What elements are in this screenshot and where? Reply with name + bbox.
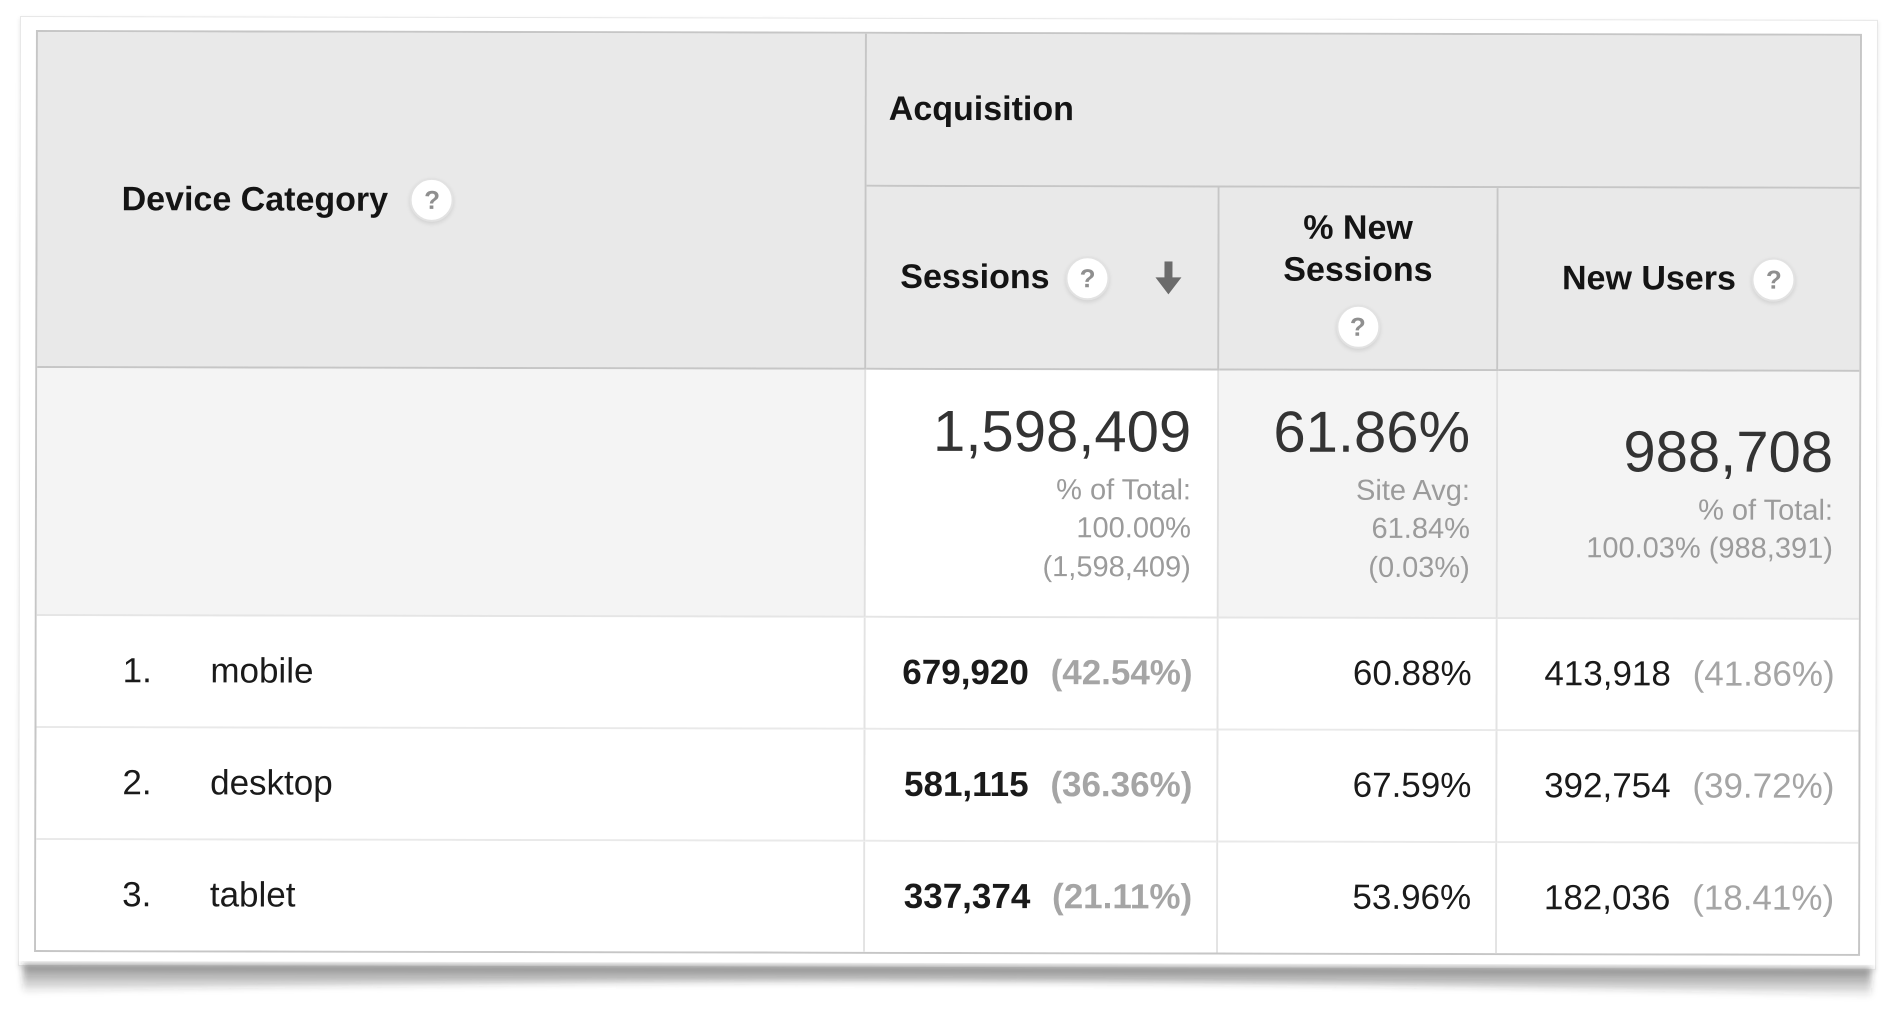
new-sessions-total-note-line: (0.03%) <box>1368 551 1470 584</box>
device-category-header-label: Device Category <box>121 179 389 219</box>
percent-new-sessions-column-header[interactable]: % New Sessions ? <box>1219 187 1499 372</box>
percent-new-sessions-header-inner: % New Sessions ? <box>1219 208 1496 350</box>
sessions-total-note-line: (1,598,409) <box>1042 550 1191 584</box>
sessions-total-note-line: % of Total: <box>1056 474 1192 507</box>
sessions-value: 581,115 <box>903 764 1029 805</box>
new-users-value: 182,036 <box>1543 878 1671 918</box>
sessions-total-note: % of Total: 100.00% (1,598,409) <box>866 471 1191 586</box>
totals-row: 1,598,409 % of Total: 100.00% (1,598,409… <box>36 368 1860 620</box>
device-cell: 3. tablet <box>36 840 866 952</box>
percent-new-sessions-header-label: % New Sessions <box>1283 208 1432 291</box>
row-rank: 2. <box>122 763 152 803</box>
new-users-column-header[interactable]: New Users ? <box>1498 188 1860 372</box>
new-users-total-note-line: % of Total: <box>1698 494 1834 528</box>
table-row: 2. desktop 581,115 (36.36%) 67.59% 392,7… <box>36 728 1859 844</box>
sessions-value: 337,374 <box>903 876 1031 917</box>
help-icon[interactable]: ? <box>1335 304 1380 349</box>
sessions-column-header[interactable]: Sessions ? <box>866 186 1220 371</box>
sessions-share: (21.11%) <box>1052 877 1193 917</box>
new-sessions-cell: 67.59% <box>1218 730 1498 844</box>
new-users-cell: 392,754 (39.72%) <box>1497 731 1859 844</box>
percent-new-sessions-label-line1: % New <box>1303 208 1413 247</box>
percent-new-sessions-label-line2: Sessions <box>1283 250 1433 289</box>
new-sessions-total-note-line: Site Avg: <box>1356 474 1471 508</box>
new-users-share: (18.41%) <box>1692 878 1835 918</box>
totals-dimension-cell <box>36 368 867 618</box>
sessions-cell: 337,374 (21.11%) <box>865 841 1219 953</box>
sessions-header-inner: Sessions ? <box>866 255 1217 300</box>
acquisition-group-header: Acquisition <box>866 33 1860 189</box>
device-category-column-header[interactable]: Device Category ? <box>37 32 867 370</box>
analytics-table-card: Device Category ? Acquisition Sessions ? <box>18 16 1883 1024</box>
help-icon[interactable]: ? <box>1751 257 1796 302</box>
new-users-cell: 413,918 (41.86%) <box>1497 619 1859 732</box>
new-sessions-total-note-line: 61.84% <box>1371 513 1470 546</box>
new-users-share: (41.86%) <box>1692 654 1835 694</box>
new-sessions-cell: 60.88% <box>1218 618 1498 732</box>
metric-header-row: Sessions ? % New Sessions ? <box>37 185 1860 372</box>
acquisition-group-header-label: Acquisition <box>888 89 1074 129</box>
sort-descending-icon <box>1155 260 1182 294</box>
sessions-share: (36.36%) <box>1050 765 1193 805</box>
sessions-cell: 581,115 (36.36%) <box>865 729 1219 843</box>
new-sessions-total-note: Site Avg: 61.84% (0.03%) <box>1219 472 1470 587</box>
new-sessions-value: 60.88% <box>1352 653 1472 694</box>
new-sessions-value: 53.96% <box>1352 877 1472 918</box>
new-users-header-inner: New Users ? <box>1498 257 1859 302</box>
new-users-cell: 182,036 (18.41%) <box>1497 843 1859 954</box>
sessions-value: 679,920 <box>902 652 1029 693</box>
device-cell: 2. desktop <box>36 728 866 842</box>
device-name: tablet <box>209 875 296 915</box>
device-name: mobile <box>210 651 314 691</box>
row-rank: 1. <box>122 651 152 691</box>
sessions-share: (42.54%) <box>1050 653 1193 693</box>
totals-sessions-cell: 1,598,409 % of Total: 100.00% (1,598,409… <box>865 369 1220 619</box>
device-cell: 1. mobile <box>36 616 866 730</box>
new-users-share: (39.72%) <box>1692 766 1835 806</box>
totals-new-sessions-cell: 61.86% Site Avg: 61.84% (0.03%) <box>1218 370 1499 620</box>
new-users-value: 413,918 <box>1544 654 1671 694</box>
new-users-value: 392,754 <box>1544 766 1671 806</box>
new-sessions-cell: 53.96% <box>1218 842 1498 954</box>
table-row: 3. tablet 337,374 (21.11%) 53.96% 182,03… <box>36 840 1859 954</box>
device-category-report-table: Device Category ? Acquisition Sessions ? <box>34 30 1862 956</box>
new-users-total-note-line: 100.03% (988,391) <box>1586 532 1833 566</box>
totals-new-users-cell: 988,708 % of Total: 100.03% (988,391) <box>1497 371 1860 620</box>
new-sessions-value: 67.59% <box>1352 765 1472 806</box>
help-icon[interactable]: ? <box>1065 255 1110 300</box>
table-row: 1. mobile 679,920 (42.54%) 60.88% 413,91… <box>36 616 1859 732</box>
help-icon[interactable]: ? <box>410 177 455 222</box>
sessions-total-note-line: 100.00% <box>1076 512 1191 545</box>
sessions-cell: 679,920 (42.54%) <box>865 617 1219 731</box>
device-name: desktop <box>210 763 333 803</box>
sessions-header-label: Sessions <box>900 257 1050 297</box>
row-rank: 3. <box>122 875 152 915</box>
sessions-total-value: 1,598,409 <box>933 399 1192 465</box>
page-curl-shadow <box>22 964 1872 996</box>
new-users-header-label: New Users <box>1561 259 1736 298</box>
new-users-total-note: % of Total: 100.03% (988,391) <box>1498 491 1833 568</box>
group-header-row: Device Category ? Acquisition <box>37 32 1860 370</box>
device-category-header-inner: Device Category ? <box>38 177 865 223</box>
new-users-total-value: 988,708 <box>1623 419 1834 486</box>
new-sessions-total-value: 61.86% <box>1273 399 1471 466</box>
card-frame: Device Category ? Acquisition Sessions ? <box>18 16 1878 970</box>
